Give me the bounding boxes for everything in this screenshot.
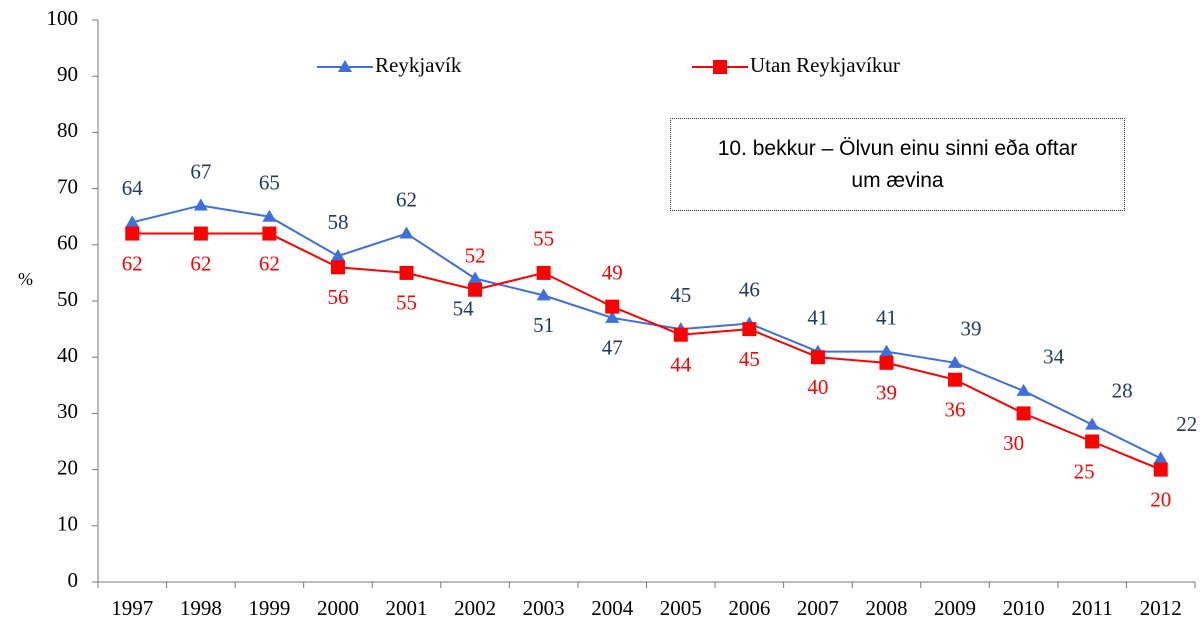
x-tick-label: 2008 (865, 596, 907, 620)
marker (536, 265, 551, 280)
data-label: 62 (190, 251, 211, 275)
data-label: 52 (465, 244, 486, 268)
x-tick-label: 2001 (386, 596, 428, 620)
marker (330, 249, 345, 262)
data-label: 54 (453, 296, 475, 320)
y-axis-label: % (18, 269, 33, 289)
marker (262, 209, 277, 222)
marker (330, 260, 345, 275)
marker (673, 327, 688, 342)
x-tick-label: 2003 (523, 596, 565, 620)
legend-label: Reykjavík (375, 53, 462, 77)
data-label: 62 (396, 187, 417, 211)
data-label: 44 (670, 353, 692, 377)
x-tick-label: 2006 (728, 596, 770, 620)
marker (193, 198, 208, 211)
y-tick-label: 20 (57, 455, 78, 479)
data-label: 51 (533, 313, 554, 337)
data-label: 30 (1003, 431, 1024, 455)
legend-label: Utan Reykjavíkur (750, 53, 900, 77)
x-tick-label: 2010 (1003, 596, 1045, 620)
marker (193, 226, 208, 241)
marker (605, 299, 620, 314)
data-label: 22 (1176, 412, 1197, 436)
data-label: 65 (259, 171, 280, 195)
marker (536, 288, 551, 301)
x-tick-label: 2009 (934, 596, 976, 620)
x-tick-label: 2002 (454, 596, 496, 620)
y-tick-label: 30 (57, 399, 78, 423)
marker (468, 282, 483, 297)
data-label: 45 (670, 283, 691, 307)
data-label: 41 (807, 305, 828, 329)
data-label: 45 (739, 347, 760, 371)
legend-marker (338, 60, 352, 72)
data-label: 20 (1150, 487, 1171, 511)
x-tick-label: 2007 (797, 596, 839, 620)
data-label: 39 (961, 317, 982, 341)
marker (810, 350, 825, 365)
y-tick-label: 80 (57, 118, 78, 142)
marker (948, 372, 963, 387)
marker (742, 322, 757, 337)
marker (399, 226, 414, 239)
marker (125, 226, 140, 241)
data-label: 49 (602, 260, 623, 284)
legend-marker (713, 60, 727, 74)
y-tick-label: 90 (57, 62, 78, 86)
y-tick-label: 0 (68, 568, 79, 592)
y-tick-label: 50 (57, 287, 78, 311)
data-label: 56 (327, 285, 348, 309)
marker (399, 265, 414, 280)
marker (1085, 434, 1100, 449)
data-label: 47 (602, 336, 623, 360)
x-tick-label: 1998 (180, 596, 222, 620)
x-tick-label: 1999 (248, 596, 290, 620)
x-tick-label: 2012 (1140, 596, 1182, 620)
marker (1153, 462, 1168, 477)
data-label: 41 (876, 305, 897, 329)
data-label: 36 (945, 397, 966, 421)
data-label: 40 (807, 375, 828, 399)
marker (879, 355, 894, 370)
y-tick-label: 100 (47, 6, 79, 30)
x-tick-label: 2011 (1072, 596, 1113, 620)
y-tick-label: 70 (57, 174, 78, 198)
data-label: 55 (533, 227, 554, 251)
x-tick-label: 2000 (317, 596, 359, 620)
data-label: 62 (122, 251, 143, 275)
y-tick-label: 60 (57, 231, 78, 255)
y-tick-label: 40 (57, 343, 78, 367)
data-label: 64 (122, 176, 144, 200)
marker (605, 310, 620, 323)
marker (125, 215, 140, 228)
y-tick-label: 10 (57, 512, 78, 536)
series-line (132, 204, 1162, 460)
marker (262, 226, 277, 241)
data-label: 58 (327, 210, 348, 234)
data-label: 67 (190, 159, 211, 183)
data-label: 62 (259, 251, 280, 275)
data-label: 25 (1074, 459, 1095, 483)
x-tick-label: 2005 (660, 596, 702, 620)
data-label: 39 (876, 381, 897, 405)
x-tick-label: 1997 (111, 596, 153, 620)
data-label: 46 (739, 277, 760, 301)
annotation: 10. bekkur – Ölvun einu sinni eða oftar … (670, 118, 1125, 211)
marker (948, 355, 963, 368)
series-line (132, 232, 1162, 471)
data-label: 28 (1112, 378, 1133, 402)
data-label: 34 (1043, 345, 1065, 369)
data-label: 55 (396, 291, 417, 315)
marker (1016, 383, 1031, 396)
x-tick-label: 2004 (591, 596, 634, 620)
marker (468, 271, 483, 284)
marker (1085, 417, 1100, 430)
marker (1016, 406, 1031, 421)
marker (1153, 451, 1168, 464)
marker (879, 344, 894, 357)
